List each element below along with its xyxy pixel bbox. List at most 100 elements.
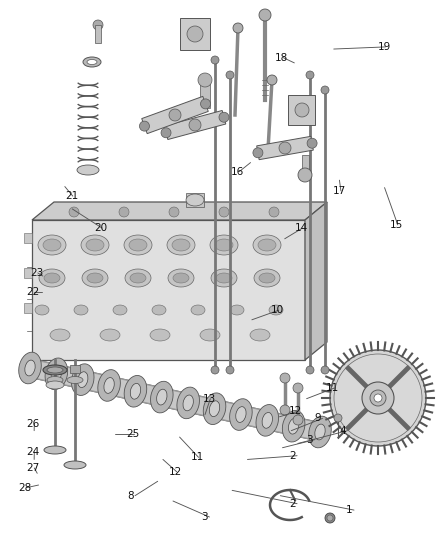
Circle shape [306,71,314,79]
Ellipse shape [250,329,270,341]
Ellipse shape [35,305,49,315]
Ellipse shape [186,194,204,206]
Ellipse shape [43,365,67,375]
Ellipse shape [236,407,246,423]
Text: 4: 4 [339,426,346,435]
Text: 20: 20 [94,223,107,233]
Circle shape [201,99,211,109]
Ellipse shape [262,413,272,428]
Ellipse shape [125,269,151,287]
Bar [95,25,101,43]
Ellipse shape [124,235,152,255]
Ellipse shape [124,375,147,407]
Text: 18: 18 [275,53,288,62]
Text: 15: 15 [390,220,403,230]
Bar [302,155,309,175]
Ellipse shape [87,273,103,283]
Circle shape [374,394,382,402]
Ellipse shape [269,305,283,315]
Ellipse shape [173,273,189,283]
Text: 8: 8 [127,491,134,500]
Ellipse shape [211,269,237,287]
Ellipse shape [82,269,108,287]
Ellipse shape [172,239,190,251]
Circle shape [253,148,263,158]
Ellipse shape [167,235,195,255]
Ellipse shape [47,376,63,384]
Bar [24,268,32,278]
Ellipse shape [215,239,233,251]
Circle shape [321,86,329,94]
Ellipse shape [98,370,120,401]
Ellipse shape [216,273,232,283]
Ellipse shape [256,405,279,436]
Circle shape [280,405,290,415]
Circle shape [280,373,290,383]
Ellipse shape [130,273,146,283]
Text: 17: 17 [333,186,346,196]
Text: 23: 23 [30,268,43,278]
Ellipse shape [309,416,331,448]
Circle shape [370,390,386,406]
Circle shape [325,513,335,523]
Circle shape [211,366,219,374]
Circle shape [298,168,312,182]
Circle shape [169,109,181,121]
Polygon shape [180,18,210,50]
Circle shape [269,207,279,217]
Polygon shape [32,220,305,360]
Circle shape [330,350,426,446]
Circle shape [279,142,291,154]
Circle shape [219,112,229,122]
Polygon shape [32,202,327,220]
Circle shape [226,71,234,79]
Ellipse shape [104,377,114,393]
Text: 9: 9 [314,414,321,423]
Circle shape [161,128,171,138]
Ellipse shape [259,273,275,283]
Ellipse shape [25,360,35,376]
Ellipse shape [203,393,226,424]
Polygon shape [257,136,313,160]
Ellipse shape [191,305,205,315]
Circle shape [306,366,314,374]
Ellipse shape [74,305,88,315]
Circle shape [211,56,219,64]
Ellipse shape [129,239,147,251]
Bar [70,365,80,373]
Ellipse shape [81,235,109,255]
Ellipse shape [315,424,325,440]
Polygon shape [305,202,327,360]
Circle shape [219,207,229,217]
Text: 24: 24 [26,447,39,457]
Circle shape [139,121,149,131]
Ellipse shape [209,401,220,417]
Circle shape [69,207,79,217]
Ellipse shape [86,239,104,251]
Text: 26: 26 [26,419,39,429]
Ellipse shape [43,239,61,251]
Circle shape [259,9,271,21]
Circle shape [226,366,234,374]
Ellipse shape [210,235,238,255]
Circle shape [119,207,129,217]
Ellipse shape [200,329,220,341]
Ellipse shape [289,418,299,434]
Circle shape [93,20,103,30]
Circle shape [169,207,179,217]
Text: 27: 27 [26,463,39,473]
Ellipse shape [100,329,120,341]
Text: 10: 10 [271,305,284,315]
Text: 25: 25 [126,430,139,439]
Ellipse shape [39,269,65,287]
Text: 1: 1 [346,505,353,515]
Text: 14: 14 [294,223,307,233]
Circle shape [198,73,212,87]
Text: 11: 11 [191,453,204,462]
Text: 2: 2 [289,451,296,461]
Text: 3: 3 [201,512,208,522]
Text: 21: 21 [65,191,78,201]
Bar [24,233,32,243]
Circle shape [334,354,422,442]
Polygon shape [164,110,226,140]
